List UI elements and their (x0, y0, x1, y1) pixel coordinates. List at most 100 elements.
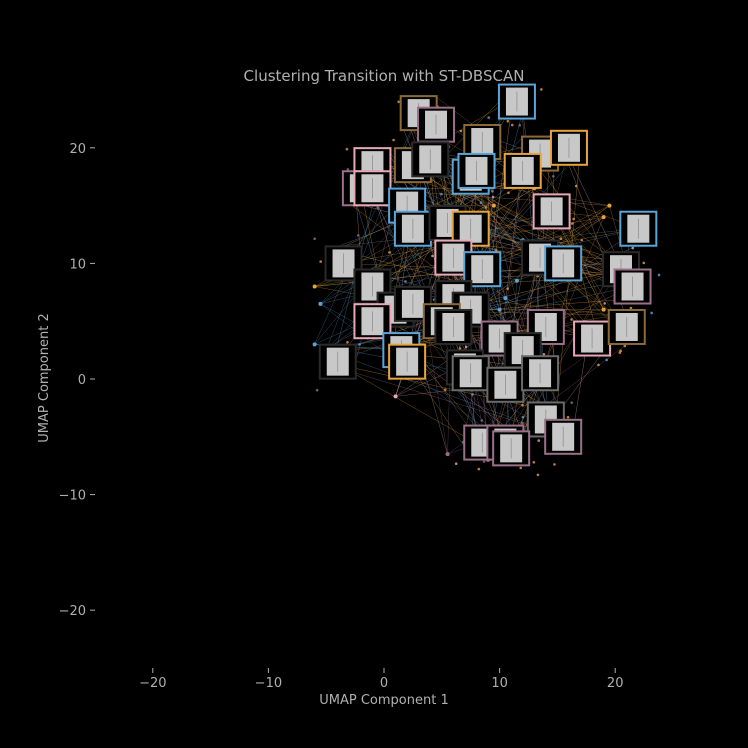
thumbnail (451, 355, 490, 392)
data-point (484, 206, 488, 209)
thumbnail (353, 303, 392, 340)
data-point (480, 419, 484, 422)
connection-line (555, 151, 581, 421)
data-point (506, 287, 509, 290)
data-point (479, 201, 483, 205)
data-point (521, 415, 525, 419)
thumbnail (521, 355, 560, 392)
y-tick-label: −20 (59, 604, 86, 619)
thumbnail (324, 245, 363, 282)
data-point (597, 363, 600, 367)
thumbnail (503, 152, 542, 189)
thumbnail (497, 83, 536, 120)
thumbnail (457, 152, 496, 189)
thumbnail (607, 308, 646, 345)
thumbnail (549, 129, 588, 166)
data-point (312, 342, 317, 347)
y-axis-label: UMAP Component 2 (37, 313, 52, 442)
data-point (537, 439, 541, 442)
connection-line (395, 228, 639, 397)
data-point (376, 206, 380, 210)
data-point (521, 421, 524, 425)
data-point (459, 129, 463, 133)
data-point (318, 301, 323, 306)
connection-line (412, 164, 604, 310)
data-point (491, 189, 494, 193)
thumbnail (544, 245, 583, 282)
data-point (631, 246, 635, 250)
data-point (566, 415, 570, 419)
thumbnail (318, 343, 357, 380)
data-point (491, 203, 496, 208)
data-point (507, 191, 510, 195)
data-point (503, 296, 508, 301)
x-tick-label: 10 (491, 676, 508, 691)
thumbnail (411, 141, 450, 178)
data-point (313, 237, 316, 241)
thumbnail (619, 210, 658, 247)
connection-line (326, 349, 564, 438)
y-tick-label: −10 (59, 489, 86, 504)
connection-line (493, 205, 622, 270)
connection-line (548, 335, 639, 403)
data-point (559, 237, 563, 241)
data-point (570, 318, 573, 321)
data-point (570, 401, 574, 404)
data-point (623, 344, 627, 348)
connection-line (412, 164, 616, 316)
data-point (487, 116, 490, 119)
x-tick-label: −20 (139, 676, 166, 691)
data-point (540, 88, 543, 91)
data-point (607, 203, 612, 208)
thumbnail (463, 251, 502, 288)
data-point (454, 462, 458, 466)
data-point (518, 124, 522, 127)
data-point (601, 307, 606, 312)
data-point (319, 260, 322, 263)
data-point (629, 306, 633, 310)
data-point (356, 234, 360, 237)
thumbnail (532, 193, 571, 230)
data-point (532, 461, 536, 464)
thumbnail (492, 430, 531, 467)
data-point (572, 217, 576, 221)
data-point (605, 358, 608, 362)
data-point (346, 168, 350, 171)
data-point (521, 404, 524, 407)
data-point (574, 184, 578, 188)
thumbnail (486, 366, 525, 403)
data-point (642, 261, 646, 265)
thumbnail-markers (318, 83, 658, 467)
data-point (491, 195, 495, 199)
x-tick-label: 0 (380, 676, 388, 691)
data-point (482, 460, 486, 463)
thumbnail (417, 106, 456, 143)
data-point (388, 251, 391, 254)
thumbnail (393, 210, 432, 247)
data-point (440, 192, 443, 196)
data-point (312, 284, 317, 289)
data-point (657, 273, 661, 277)
data-point (650, 311, 653, 315)
connection-line (487, 170, 523, 460)
x-tick-label: −10 (255, 676, 282, 691)
y-tick-label: 0 (78, 373, 86, 388)
data-point (510, 123, 514, 127)
data-point (346, 340, 349, 344)
data-point (443, 388, 447, 391)
data-point (404, 280, 407, 283)
data-point (494, 249, 498, 252)
data-point (542, 352, 546, 356)
connection-line (539, 153, 604, 310)
data-point (471, 393, 474, 396)
y-tick-label: 20 (69, 142, 86, 157)
data-point (514, 278, 519, 283)
data-point (345, 147, 349, 151)
connection-line (348, 366, 551, 412)
axes: −20 −10 0 10 20 −20 −10 0 10 20 (59, 142, 624, 691)
x-tick-label: 20 (607, 676, 624, 691)
data-point (519, 466, 523, 470)
data-point (464, 345, 468, 349)
connection-line (372, 164, 494, 206)
